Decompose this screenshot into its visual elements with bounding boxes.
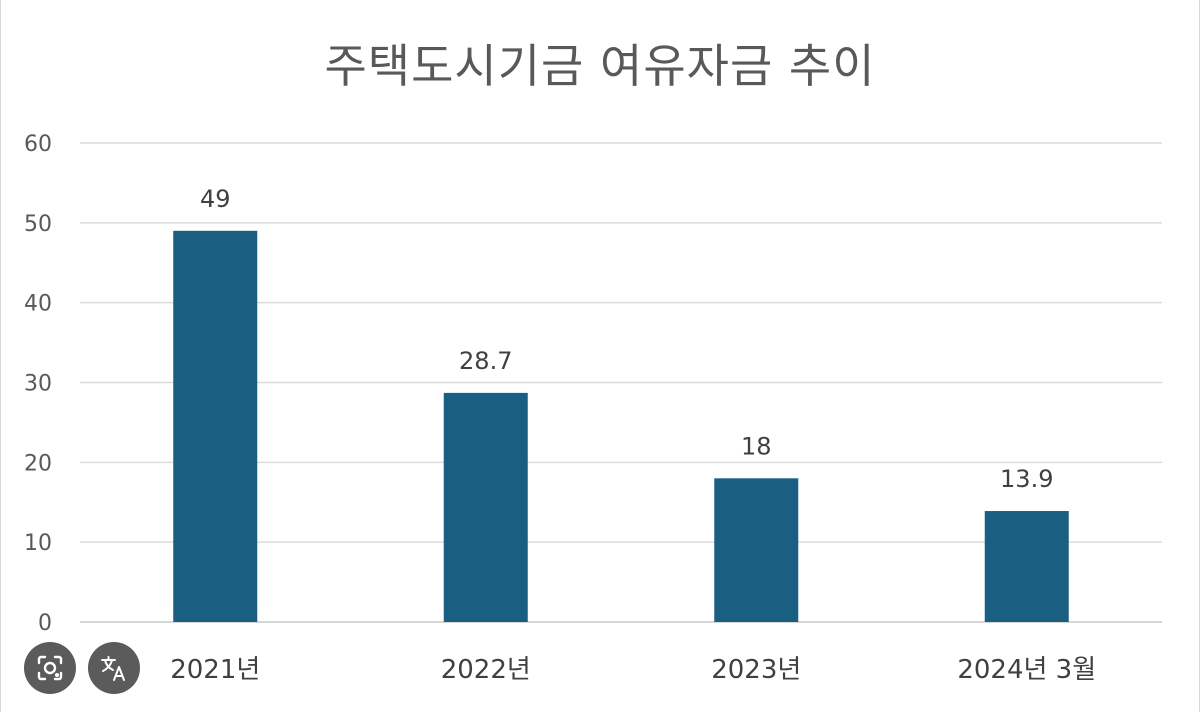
y-tick-label: 60 bbox=[24, 132, 52, 157]
x-tick-label: 2022년 bbox=[441, 655, 531, 685]
translate-icon bbox=[99, 653, 129, 683]
bar bbox=[984, 511, 1069, 622]
y-tick-label: 0 bbox=[38, 611, 52, 636]
y-tick-label: 30 bbox=[24, 372, 52, 397]
x-tick-label: 2024년 3월 bbox=[957, 655, 1096, 685]
bar bbox=[443, 392, 528, 622]
bar bbox=[714, 478, 799, 622]
data-label: 28.7 bbox=[459, 347, 512, 375]
lens-icon bbox=[36, 654, 64, 682]
data-label: 13.9 bbox=[1000, 465, 1053, 493]
y-tick-label: 20 bbox=[24, 451, 52, 476]
y-tick-label: 50 bbox=[24, 212, 52, 237]
x-tick-label: 2021년 bbox=[170, 655, 260, 685]
translate-button[interactable] bbox=[88, 642, 140, 694]
data-label: 18 bbox=[741, 432, 772, 460]
y-tick-label: 40 bbox=[24, 292, 52, 317]
x-tick-label: 2023년 bbox=[711, 655, 801, 685]
data-label: 49 bbox=[200, 185, 231, 213]
y-tick-label: 10 bbox=[24, 531, 52, 556]
bar bbox=[173, 230, 258, 623]
lens-button[interactable] bbox=[24, 642, 76, 694]
chart-title: 주택도시기금 여유자금 추이 bbox=[324, 39, 876, 93]
